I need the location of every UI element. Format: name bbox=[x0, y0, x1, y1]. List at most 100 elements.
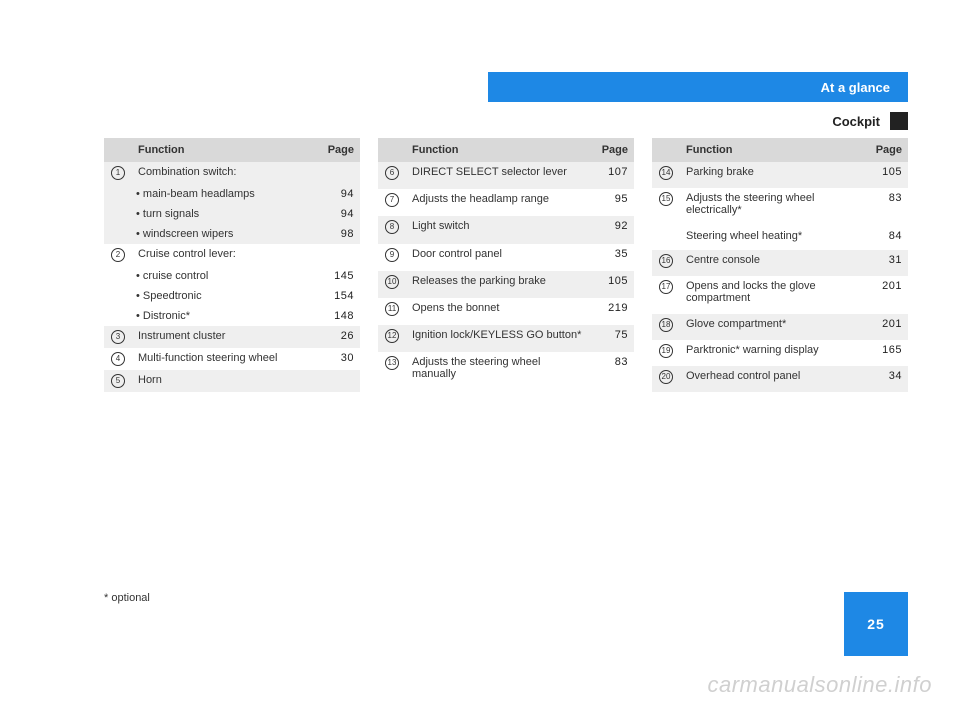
table-row: • turn signals94 bbox=[104, 204, 360, 224]
table-row: 9Door control panel35 bbox=[378, 244, 634, 271]
row-function: • Distronic* bbox=[132, 306, 316, 326]
table1-body: 1Combination switch:• main-beam headlamp… bbox=[104, 162, 360, 392]
row-function: Ignition lock/KEYLESS GO button* bbox=[406, 325, 590, 352]
row-marker: 12 bbox=[378, 325, 406, 352]
banner-text: At a glance bbox=[821, 80, 890, 95]
subtitle-row: Cockpit bbox=[832, 112, 908, 130]
circled-number-icon: 3 bbox=[111, 330, 125, 344]
function-table-1: Function Page 1Combination switch:• main… bbox=[104, 138, 360, 392]
row-page: 34 bbox=[864, 366, 908, 392]
row-page: 26 bbox=[316, 326, 360, 348]
row-function: Horn bbox=[132, 370, 316, 392]
row-function: Instrument cluster bbox=[132, 326, 316, 348]
row-page: 83 bbox=[590, 352, 634, 392]
table-row: • main-beam headlamps94 bbox=[104, 184, 360, 204]
circled-number-icon: 10 bbox=[385, 275, 399, 289]
row-marker bbox=[104, 286, 132, 306]
row-function: • main-beam headlamps bbox=[132, 184, 316, 204]
row-function: Adjusts the steering wheel manually bbox=[406, 352, 590, 392]
manual-page: At a glance Cockpit Function Page 1Combi… bbox=[0, 0, 960, 712]
row-function: Opens the bonnet bbox=[406, 298, 590, 325]
table-row: 7Adjusts the headlamp range95 bbox=[378, 189, 634, 216]
table-row: 13Adjusts the steering wheel manually83 bbox=[378, 352, 634, 392]
table-row: • windscreen wipers98 bbox=[104, 224, 360, 244]
row-page: 83 bbox=[864, 188, 908, 226]
table-row: 19Parktronic* warning display165 bbox=[652, 340, 908, 366]
row-function: Multi-function steering wheel bbox=[132, 348, 316, 370]
row-marker: 17 bbox=[652, 276, 680, 314]
row-page: 165 bbox=[864, 340, 908, 366]
col-blank bbox=[104, 138, 132, 162]
row-page: 92 bbox=[590, 216, 634, 243]
row-page bbox=[316, 370, 360, 392]
col-page: Page bbox=[590, 138, 634, 162]
row-page: 105 bbox=[864, 162, 908, 188]
row-marker: 1 bbox=[104, 162, 132, 184]
row-page: 30 bbox=[316, 348, 360, 370]
circled-number-icon: 19 bbox=[659, 344, 673, 358]
row-function: Opens and locks the glove compartment bbox=[680, 276, 864, 314]
section-tab-mark bbox=[890, 112, 908, 130]
section-banner: At a glance bbox=[488, 72, 908, 102]
col-blank bbox=[378, 138, 406, 162]
row-marker bbox=[104, 204, 132, 224]
circled-number-icon: 15 bbox=[659, 192, 673, 206]
row-page: 219 bbox=[590, 298, 634, 325]
row-marker: 15 bbox=[652, 188, 680, 226]
table-row: 8Light switch92 bbox=[378, 216, 634, 243]
circled-number-icon: 12 bbox=[385, 329, 399, 343]
table-row: 17Opens and locks the glove compartment2… bbox=[652, 276, 908, 314]
col-blank bbox=[652, 138, 680, 162]
table-row: 11 Opens the bonnet219 bbox=[378, 298, 634, 325]
row-marker: 6 bbox=[378, 162, 406, 189]
row-marker: 16 bbox=[652, 250, 680, 276]
row-marker bbox=[652, 226, 680, 250]
row-page: 75 bbox=[590, 325, 634, 352]
row-marker: 9 bbox=[378, 244, 406, 271]
table-row: 16Centre console31 bbox=[652, 250, 908, 276]
page-number: 25 bbox=[867, 616, 885, 632]
row-function: • cruise control bbox=[132, 266, 316, 286]
table-row: 4 Multi-function steering wheel30 bbox=[104, 348, 360, 370]
table-row: • cruise control145 bbox=[104, 266, 360, 286]
cockpit-subtitle: Cockpit bbox=[832, 114, 880, 129]
row-function: Parking brake bbox=[680, 162, 864, 188]
table3-body: 14Parking brake10515Adjusts the steering… bbox=[652, 162, 908, 392]
table2-body: 6DIRECT SELECT selector lever1077Adjusts… bbox=[378, 162, 634, 392]
circled-number-icon: 4 bbox=[111, 352, 125, 366]
circled-number-icon: 8 bbox=[385, 220, 399, 234]
row-marker: 14 bbox=[652, 162, 680, 188]
row-function: Centre console bbox=[680, 250, 864, 276]
row-marker bbox=[104, 306, 132, 326]
circled-number-icon: 14 bbox=[659, 166, 673, 180]
row-function: • turn signals bbox=[132, 204, 316, 224]
table-row: 18Glove compartment*201 bbox=[652, 314, 908, 340]
col-page: Page bbox=[316, 138, 360, 162]
function-table-2: Function Page 6DIRECT SELECT selector le… bbox=[378, 138, 634, 392]
col-function: Function bbox=[680, 138, 864, 162]
row-marker: 3 bbox=[104, 326, 132, 348]
circled-number-icon: 9 bbox=[385, 248, 399, 262]
table-row: 20Overhead control panel34 bbox=[652, 366, 908, 392]
row-page: 154 bbox=[316, 286, 360, 306]
circled-number-icon: 2 bbox=[111, 248, 125, 262]
row-function: Adjusts the headlamp range bbox=[406, 189, 590, 216]
circled-number-icon: 11 bbox=[385, 302, 399, 316]
row-marker: 7 bbox=[378, 189, 406, 216]
row-marker: 18 bbox=[652, 314, 680, 340]
row-function: Glove compartment* bbox=[680, 314, 864, 340]
row-page: 201 bbox=[864, 276, 908, 314]
row-page: 35 bbox=[590, 244, 634, 271]
row-page: 84 bbox=[864, 226, 908, 250]
col-page: Page bbox=[864, 138, 908, 162]
row-page bbox=[316, 244, 360, 266]
row-marker: 19 bbox=[652, 340, 680, 366]
circled-number-icon: 16 bbox=[659, 254, 673, 268]
table-row: 14 Parking brake105 bbox=[652, 162, 908, 188]
circled-number-icon: 1 bbox=[111, 166, 125, 180]
row-page bbox=[316, 162, 360, 184]
row-function: Cruise control lever: bbox=[132, 244, 316, 266]
row-page: 201 bbox=[864, 314, 908, 340]
row-page: 107 bbox=[590, 162, 634, 189]
footnote: * optional bbox=[104, 592, 150, 604]
